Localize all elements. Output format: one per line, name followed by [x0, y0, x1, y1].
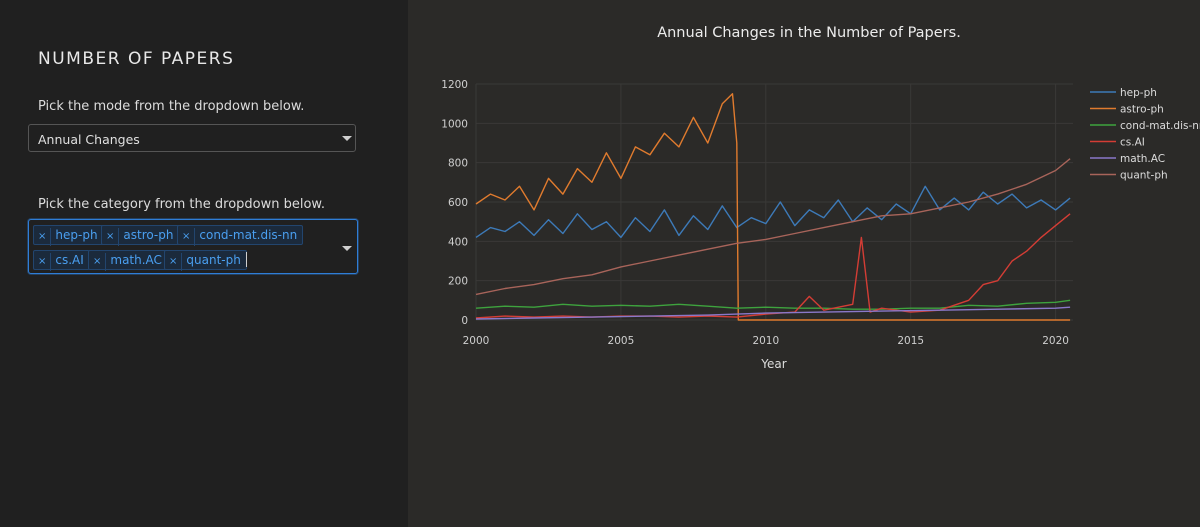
y-tick-label: 0: [461, 315, 468, 327]
text-cursor: [246, 252, 247, 267]
remove-tag-icon[interactable]: ×: [165, 253, 183, 271]
sidebar-title: NUMBER OF PAPERS: [38, 49, 235, 69]
chevron-down-icon[interactable]: [342, 246, 352, 251]
line-chart: 0 200 400 600 800 1000 1200 2000 2005 2010 2015 202…: [441, 25, 1200, 371]
chart-grid: [475, 83, 1073, 321]
y-tick-label: 800: [448, 158, 468, 170]
legend-label[interactable]: hep-ph: [1120, 87, 1157, 99]
series-line-quant-ph: [475, 158, 1071, 296]
mode-dropdown-value: Annual Changes: [38, 132, 140, 147]
mode-dropdown[interactable]: Annual Changes: [28, 124, 356, 152]
category-tag-label: astro-ph: [123, 228, 174, 242]
category-tag: × math.AC: [88, 250, 168, 271]
remove-tag-icon[interactable]: ×: [102, 228, 120, 246]
remove-tag-icon[interactable]: ×: [34, 253, 52, 271]
chevron-down-icon[interactable]: [342, 136, 352, 141]
category-tag-label: math.AC: [110, 253, 162, 267]
x-tick-label: 2005: [608, 335, 635, 347]
legend-label[interactable]: math.AC: [1120, 153, 1165, 165]
category-tag: × hep-ph: [33, 225, 104, 246]
y-tick-label: 1200: [441, 79, 468, 91]
remove-tag-icon[interactable]: ×: [178, 228, 196, 246]
chart-legend[interactable]: hep-ph astro-ph cond-mat.dis-nn cs.AI math.A…: [1090, 87, 1200, 182]
remove-tag-icon[interactable]: ×: [34, 228, 52, 246]
x-tick-label: 2000: [463, 335, 490, 347]
category-multiselect[interactable]: × hep-ph × astro-ph × cond-mat.dis-nn × cs.A…: [28, 219, 358, 274]
x-axis-label: Year: [760, 357, 786, 371]
category-prompt-label: Pick the category from the dropdown belo…: [38, 197, 325, 212]
category-tag-label: hep-ph: [55, 228, 98, 242]
x-tick-label: 2020: [1042, 335, 1069, 347]
y-tick-label: 1000: [441, 118, 468, 130]
series-line-math.AC: [475, 306, 1071, 320]
y-tick-label: 400: [448, 236, 468, 248]
chart-series: [475, 93, 1071, 321]
series-line-hep-ph: [475, 185, 1071, 239]
series-line-cond-mat.dis-nn: [475, 299, 1071, 310]
control-sidebar: NUMBER OF PAPERS Pick the mode from the …: [0, 0, 408, 527]
category-tag-label: cond-mat.dis-nn: [199, 228, 298, 242]
x-tick-label: 2015: [897, 335, 924, 347]
chart-title: Annual Changes in the Number of Papers.: [657, 25, 961, 41]
chart-axes: 0 200 400 600 800 1000 1200 2000 2005 2010 2015 202…: [441, 79, 1069, 347]
category-tag: × astro-ph: [101, 225, 180, 246]
y-tick-label: 600: [448, 197, 468, 209]
x-tick-label: 2010: [752, 335, 779, 347]
legend-label[interactable]: astro-ph: [1120, 104, 1164, 116]
category-tag: × quant-ph: [164, 250, 247, 271]
series-line-astro-ph: [475, 93, 1071, 321]
legend-label[interactable]: cond-mat.dis-nn: [1120, 120, 1200, 132]
legend-label[interactable]: cs.AI: [1120, 137, 1145, 149]
category-tag: × cs.AI: [33, 250, 90, 271]
category-tag-label: cs.AI: [55, 253, 84, 267]
category-tag-label: quant-ph: [186, 253, 241, 267]
remove-tag-icon[interactable]: ×: [89, 253, 107, 271]
chart-panel: [408, 0, 1200, 527]
y-tick-label: 200: [448, 276, 468, 288]
legend-label[interactable]: quant-ph: [1120, 170, 1168, 182]
mode-prompt-label: Pick the mode from the dropdown below.: [38, 99, 305, 114]
category-tag: × cond-mat.dis-nn: [177, 225, 304, 246]
